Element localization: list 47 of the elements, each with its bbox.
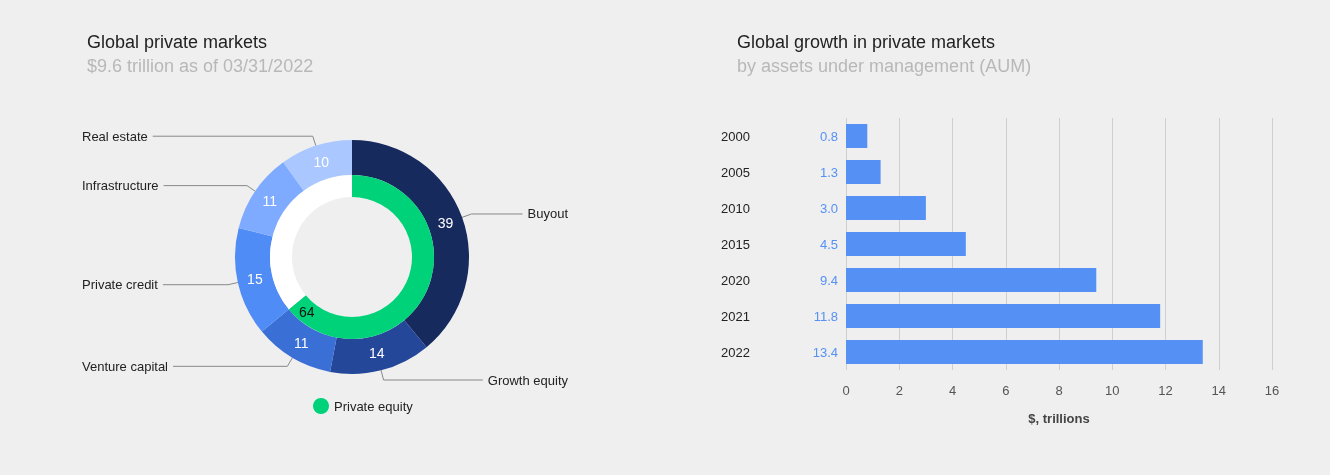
bar bbox=[846, 304, 1161, 328]
bar bbox=[846, 160, 881, 184]
slice-label: Private credit bbox=[82, 277, 159, 293]
legend-label: Private equity bbox=[334, 398, 414, 414]
x-tick-label: 6 bbox=[1002, 383, 1010, 398]
chart-title: Global private markets bbox=[87, 32, 268, 52]
x-tick-label: 14 bbox=[1211, 383, 1226, 398]
slice-label: Real estate bbox=[82, 128, 148, 144]
x-tick-label: 4 bbox=[948, 383, 957, 398]
x-tick-label: 8 bbox=[1055, 383, 1063, 398]
x-tick-label: 2 bbox=[895, 383, 903, 398]
x-tick-label: 0 bbox=[842, 383, 850, 398]
data-label: 9.4 bbox=[819, 272, 838, 288]
y-tick-label: 2015 bbox=[721, 236, 750, 252]
y-tick-label: 2021 bbox=[721, 308, 750, 324]
data-label: 4.5 bbox=[819, 236, 838, 252]
bar bbox=[846, 124, 868, 148]
bar bbox=[846, 196, 926, 220]
y-tick-label: 2010 bbox=[721, 200, 750, 216]
data-label: 11.8 bbox=[813, 308, 838, 324]
data-label: 10 bbox=[313, 154, 330, 171]
data-label: 1.3 bbox=[819, 164, 838, 180]
slice-label: Infrastructure bbox=[82, 178, 159, 194]
data-label: 13.4 bbox=[812, 344, 838, 360]
data-label: 39 bbox=[437, 215, 454, 232]
bar bbox=[846, 232, 966, 256]
y-tick-label: 2022 bbox=[721, 344, 750, 360]
bar bbox=[846, 268, 1097, 292]
x-tick-label: 10 bbox=[1105, 383, 1120, 398]
x-axis-title: $, trillions bbox=[1028, 411, 1090, 426]
slice-label: Venture capital bbox=[82, 358, 169, 374]
chart-title: Global growth in private markets bbox=[737, 32, 996, 52]
bar bbox=[846, 340, 1203, 364]
data-label: 11 bbox=[294, 334, 309, 351]
data-label: 15 bbox=[247, 270, 263, 287]
slice-label: Growth equity bbox=[487, 372, 569, 388]
data-label: 0.8 bbox=[819, 128, 838, 144]
y-tick-label: 2000 bbox=[721, 128, 750, 144]
y-tick-label: 2005 bbox=[721, 164, 750, 180]
y-tick-label: 2020 bbox=[721, 272, 750, 288]
data-label: 64 bbox=[298, 303, 315, 320]
x-tick-label: 16 bbox=[1264, 383, 1280, 398]
data-label: 3.0 bbox=[819, 200, 838, 216]
slice-label: Buyout bbox=[527, 206, 569, 222]
data-label: 14 bbox=[368, 345, 385, 362]
data-label: 11 bbox=[262, 193, 278, 210]
x-tick-label: 12 bbox=[1158, 383, 1173, 398]
